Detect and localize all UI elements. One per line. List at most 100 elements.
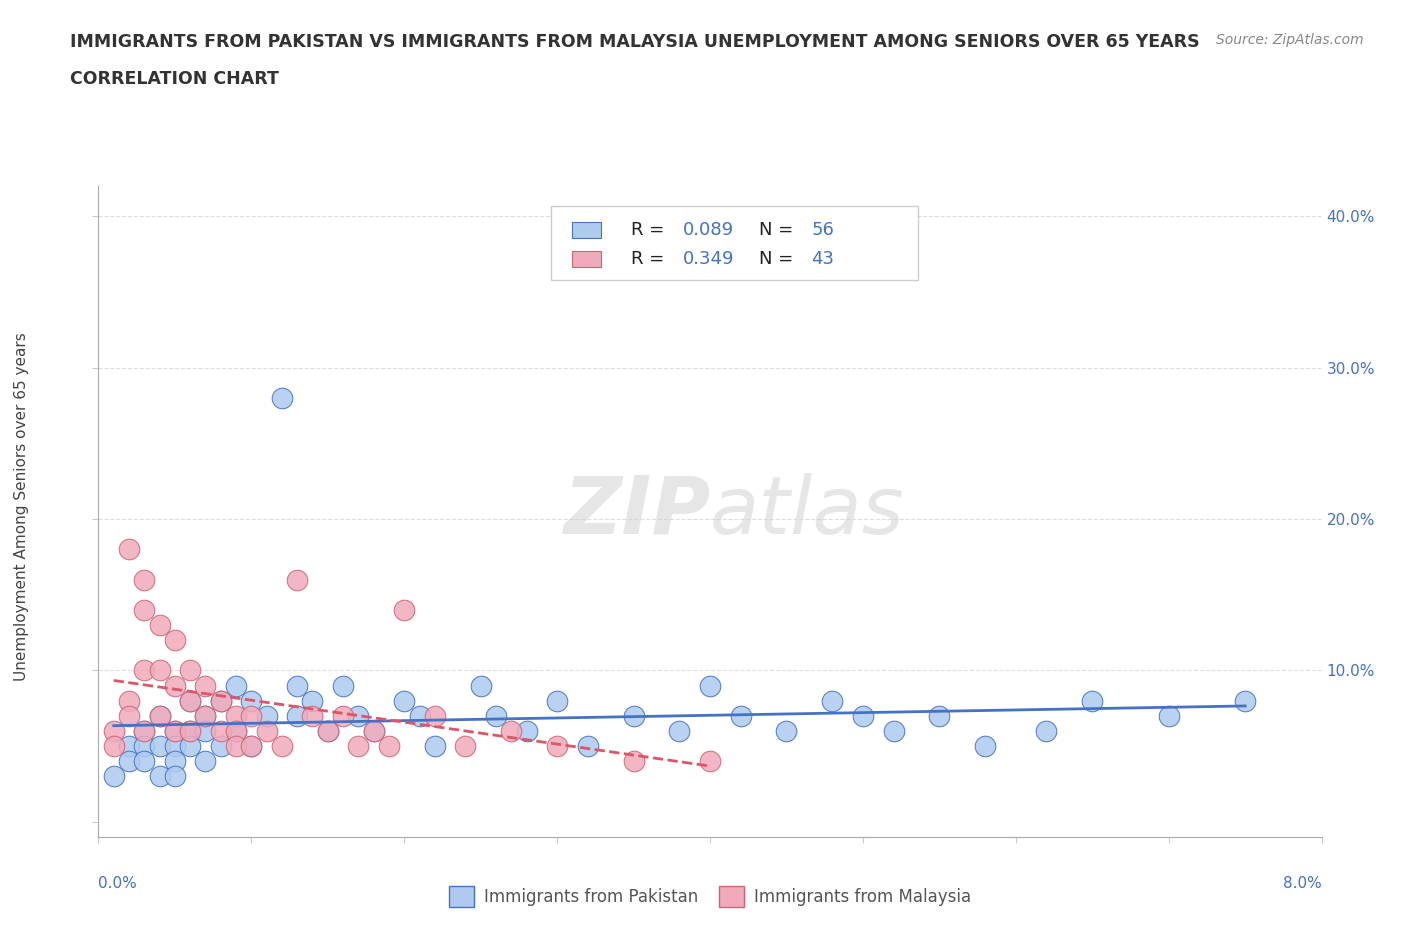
Point (699, 754, 721, 769)
Point (118, 738, 141, 753)
Point (163, 769, 186, 784)
Point (225, 678, 247, 693)
Point (775, 724, 797, 738)
Point (256, 709, 278, 724)
FancyBboxPatch shape (572, 222, 602, 238)
Point (301, 709, 323, 724)
Point (163, 724, 186, 738)
Text: 56: 56 (811, 221, 834, 239)
Text: 43: 43 (811, 250, 835, 268)
Point (179, 693, 201, 708)
Point (1157, 709, 1180, 724)
Point (209, 724, 232, 738)
Point (546, 693, 568, 708)
Point (134, 724, 156, 738)
Point (118, 709, 141, 724)
Point (179, 724, 201, 738)
Point (134, 572, 156, 587)
Point (149, 709, 172, 724)
Point (516, 724, 538, 738)
Point (194, 709, 217, 724)
Point (179, 693, 201, 708)
Point (240, 693, 263, 708)
Point (163, 738, 186, 753)
FancyBboxPatch shape (572, 251, 602, 267)
Point (194, 709, 217, 724)
Text: 0.349: 0.349 (683, 250, 734, 268)
Point (103, 738, 125, 753)
Point (1234, 693, 1257, 708)
Point (225, 724, 247, 738)
Text: R =: R = (630, 221, 669, 239)
Point (209, 693, 232, 708)
Point (134, 603, 156, 618)
Text: N =: N = (759, 250, 799, 268)
Point (179, 724, 201, 738)
Text: Unemployment Among Seniors over 65 years: Unemployment Among Seniors over 65 years (14, 333, 28, 681)
Point (118, 693, 141, 708)
Point (347, 738, 370, 753)
Point (149, 618, 172, 632)
FancyBboxPatch shape (551, 206, 918, 281)
Point (378, 738, 401, 753)
Point (668, 724, 690, 738)
Point (240, 738, 263, 753)
Point (699, 678, 721, 693)
Point (163, 678, 186, 693)
Text: 0.0%: 0.0% (98, 876, 138, 891)
Point (134, 724, 156, 738)
Point (974, 738, 997, 753)
Point (1081, 693, 1104, 708)
Point (485, 709, 508, 724)
Point (423, 738, 446, 753)
Point (209, 693, 232, 708)
Point (285, 572, 308, 587)
Point (332, 678, 354, 693)
Text: R =: R = (630, 250, 669, 268)
Point (285, 678, 308, 693)
Point (285, 709, 308, 724)
Point (821, 693, 844, 708)
Point (454, 738, 477, 753)
Point (408, 709, 430, 724)
Text: CORRELATION CHART: CORRELATION CHART (70, 70, 280, 87)
Point (347, 709, 370, 724)
Point (332, 709, 354, 724)
Point (194, 754, 217, 769)
Point (316, 724, 339, 738)
Point (576, 738, 599, 753)
Point (149, 738, 172, 753)
Point (256, 724, 278, 738)
Point (149, 769, 172, 784)
Point (363, 724, 385, 738)
Point (316, 724, 339, 738)
Point (423, 709, 446, 724)
Point (730, 709, 752, 724)
Point (270, 738, 294, 753)
Point (225, 709, 247, 724)
Point (118, 542, 141, 557)
Point (163, 632, 186, 647)
Point (179, 663, 201, 678)
Point (1035, 724, 1057, 738)
Point (623, 709, 645, 724)
Point (240, 709, 263, 724)
Point (194, 678, 217, 693)
Point (149, 709, 172, 724)
Point (179, 738, 201, 753)
Point (225, 724, 247, 738)
Point (134, 663, 156, 678)
Text: 0.089: 0.089 (683, 221, 734, 239)
Point (225, 738, 247, 753)
Text: 8.0%: 8.0% (1282, 876, 1322, 891)
Text: IMMIGRANTS FROM PAKISTAN VS IMMIGRANTS FROM MALAYSIA UNEMPLOYMENT AMONG SENIORS : IMMIGRANTS FROM PAKISTAN VS IMMIGRANTS F… (70, 33, 1199, 50)
Point (134, 738, 156, 753)
Point (149, 663, 172, 678)
Point (103, 724, 125, 738)
Point (270, 391, 294, 405)
Point (163, 754, 186, 769)
Text: Source: ZipAtlas.com: Source: ZipAtlas.com (1216, 33, 1364, 46)
Point (240, 738, 263, 753)
Text: N =: N = (759, 221, 799, 239)
Point (134, 754, 156, 769)
